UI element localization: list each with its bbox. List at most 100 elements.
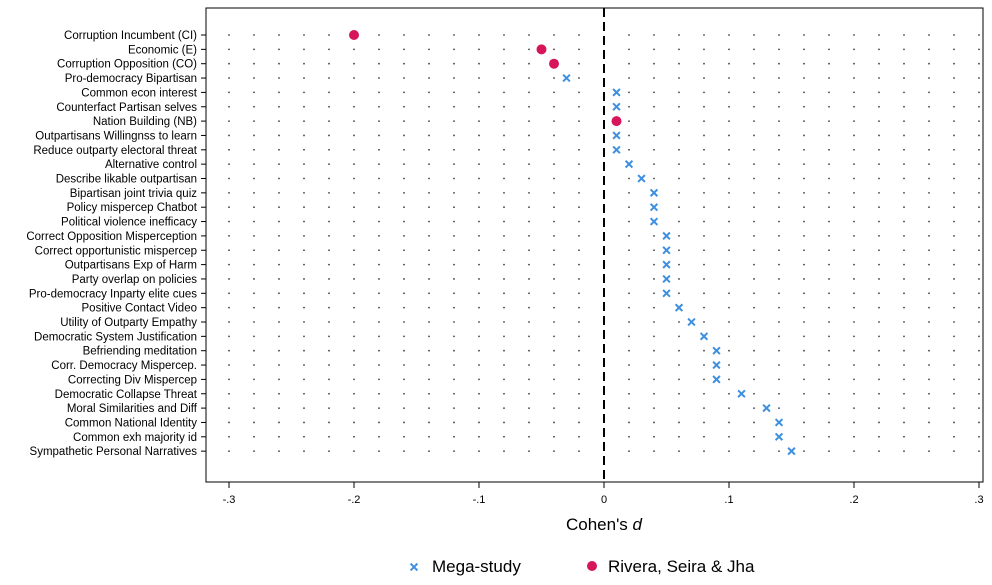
legend: Mega-study Rivera, Seira & Jha — [409, 557, 755, 576]
grid-dot — [878, 335, 880, 338]
grid-dot — [328, 378, 330, 381]
grid-dot — [778, 292, 780, 295]
grid-dot — [903, 450, 905, 453]
grid-dot — [953, 407, 955, 409]
grid-dot — [578, 48, 580, 51]
grid-dot — [903, 249, 905, 252]
grid-dot — [728, 364, 730, 366]
grid-dot — [378, 77, 380, 79]
grid-dot — [828, 148, 830, 151]
grid-dot — [478, 77, 480, 79]
grid-dot — [728, 191, 730, 194]
grid-dot — [428, 421, 430, 424]
grid-dot — [703, 77, 705, 79]
grid-dot — [253, 177, 255, 180]
grid-dot — [328, 191, 330, 194]
grid-dot — [653, 163, 655, 166]
grid-dot — [753, 206, 755, 209]
grid-dot — [828, 321, 830, 323]
grid-dot — [853, 407, 855, 409]
grid-dot — [278, 120, 280, 122]
grid-dot — [378, 220, 380, 223]
grid-dot — [428, 278, 430, 280]
grid-dot — [403, 364, 405, 366]
grid-dot — [378, 364, 380, 366]
grid-dot — [228, 435, 230, 438]
grid-dot — [428, 48, 430, 51]
grid-dot — [728, 435, 730, 438]
grid-dot — [653, 235, 655, 237]
grid-dot — [353, 306, 355, 309]
legend-label-mega-study: Mega-study — [432, 557, 521, 576]
grid-dot — [728, 263, 730, 266]
grid-dot — [378, 450, 380, 453]
grid-dot — [878, 407, 880, 409]
grid-dot — [628, 392, 630, 395]
grid-dot — [978, 77, 980, 79]
grid-dot — [903, 421, 905, 424]
mega-study-point — [662, 231, 671, 241]
grid-dot — [703, 392, 705, 395]
grid-dot — [928, 278, 930, 280]
grid-dot — [928, 306, 930, 309]
grid-dot — [828, 392, 830, 395]
mega-study-point — [762, 403, 771, 413]
grid-dot — [578, 435, 580, 438]
grid-dot — [678, 349, 680, 352]
grid-dot — [403, 292, 405, 295]
grid-dot — [328, 177, 330, 180]
grid-dot — [253, 206, 255, 209]
grid-dot — [978, 134, 980, 137]
grid-dot — [478, 120, 480, 122]
grid-dot — [228, 177, 230, 180]
grid-dot — [853, 392, 855, 395]
grid-dot — [503, 235, 505, 237]
grid-dot — [778, 450, 780, 453]
grid-dot — [278, 263, 280, 266]
grid-dot — [578, 249, 580, 252]
grid-dot — [753, 364, 755, 366]
grid-dot — [353, 263, 355, 266]
grid-dot — [753, 34, 755, 36]
grid-dot — [828, 220, 830, 223]
grid-dot — [678, 249, 680, 252]
grid-dot — [303, 235, 305, 237]
y-tick-label: Party overlap on policies — [72, 274, 198, 286]
grid-dot — [803, 364, 805, 366]
grid-dot — [728, 392, 730, 395]
mega-study-point — [699, 332, 709, 341]
grid-dot — [403, 421, 405, 424]
grid-dot — [653, 34, 655, 36]
grid-dot — [753, 105, 755, 108]
grid-dot — [403, 335, 405, 338]
grid-dot — [953, 435, 955, 438]
grid-dot — [903, 407, 905, 409]
grid-dot — [303, 191, 305, 194]
grid-dot — [478, 206, 480, 209]
grid-dot — [628, 220, 630, 223]
grid-dot — [228, 191, 230, 194]
grid-dot — [978, 105, 980, 108]
grid-dot — [653, 421, 655, 424]
grid-dot — [578, 220, 580, 223]
y-tick-label: Economic (E) — [128, 44, 197, 56]
y-tick-label: Corruption Opposition (CO) — [57, 59, 197, 71]
grid-dot — [903, 77, 905, 79]
grid-dot — [428, 191, 430, 194]
grid-dot — [253, 435, 255, 438]
grid-dot — [903, 105, 905, 108]
grid-dot — [553, 77, 555, 79]
grid-dot — [428, 306, 430, 309]
grid-dot — [978, 148, 980, 151]
grid-dot — [378, 120, 380, 122]
grid-dot — [853, 278, 855, 280]
grid-dot — [403, 435, 405, 438]
grid-dot — [628, 235, 630, 237]
grid-dot — [703, 364, 705, 366]
grid-dot — [503, 77, 505, 79]
grid-dot — [653, 91, 655, 94]
grid-dot — [853, 235, 855, 237]
grid-dot — [453, 105, 455, 108]
y-tick-label: Policy mispercep Chatbot — [67, 202, 198, 214]
rivera-point — [349, 30, 359, 40]
